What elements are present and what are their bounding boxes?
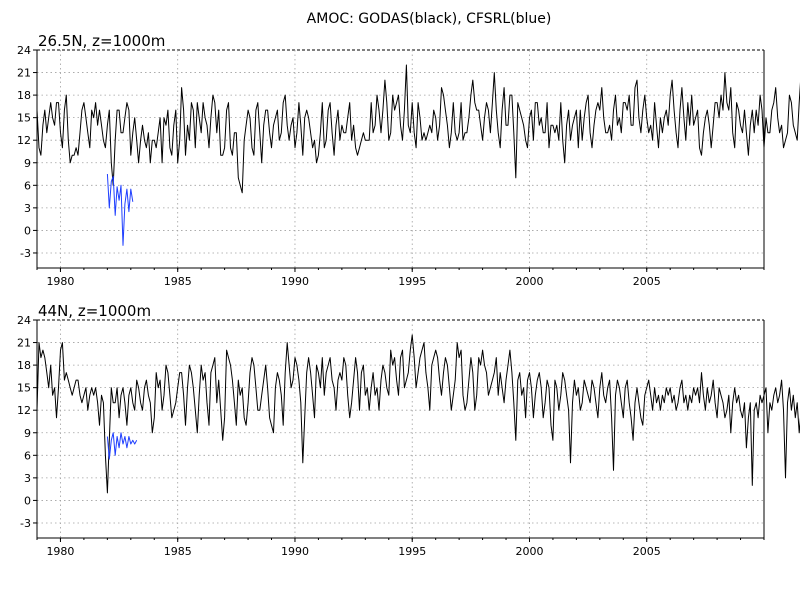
x-tick-label: 1985 bbox=[164, 275, 192, 288]
panel-label: 44N, z=1000m bbox=[38, 302, 151, 320]
y-tick-label: 3 bbox=[24, 472, 31, 485]
x-axis-ticks: 1980 1985 1990 1995 2000 2005 bbox=[36, 538, 765, 558]
data-series bbox=[36, 64, 800, 246]
plot-frame bbox=[36, 320, 765, 539]
y-tick-label: 15 bbox=[17, 382, 31, 395]
y-tick-label: 9 bbox=[24, 157, 31, 170]
series-line-cfsrl bbox=[106, 173, 134, 246]
y-tick-label: 12 bbox=[17, 134, 31, 147]
x-axis-ticks: 1980 1985 1990 1995 2000 2005 bbox=[36, 268, 765, 288]
x-tick-label: 2000 bbox=[515, 545, 543, 558]
gridlines bbox=[37, 319, 764, 538]
y-axis-ticks: -3 0 3 6 9 12 15 18 21 24 bbox=[17, 314, 37, 530]
panel-1: 26.5N, z=1000m -3 0 3 6 9 12 15 18 21 24 1980 1985… bbox=[17, 32, 800, 288]
x-tick-label: 1990 bbox=[281, 545, 309, 558]
data-series bbox=[36, 334, 800, 494]
y-tick-label: 21 bbox=[17, 337, 31, 350]
y-axis-ticks: -3 0 3 6 9 12 15 18 21 24 bbox=[17, 44, 37, 260]
y-tick-label: 18 bbox=[17, 89, 31, 102]
y-tick-label: 3 bbox=[24, 202, 31, 215]
y-tick-label: 9 bbox=[24, 427, 31, 440]
y-tick-label: 6 bbox=[24, 179, 31, 192]
y-tick-label: 18 bbox=[17, 359, 31, 372]
x-tick-label: 1980 bbox=[46, 545, 74, 558]
x-tick-label: 2000 bbox=[515, 275, 543, 288]
y-tick-label: 0 bbox=[24, 494, 31, 507]
x-tick-label: 1990 bbox=[281, 275, 309, 288]
x-tick-label: 1995 bbox=[398, 275, 426, 288]
y-tick-label: -3 bbox=[20, 517, 31, 530]
panel-label: 26.5N, z=1000m bbox=[38, 32, 165, 50]
x-tick-label: 2005 bbox=[633, 275, 661, 288]
series-line-godas bbox=[36, 64, 800, 194]
x-tick-label: 1980 bbox=[46, 275, 74, 288]
series-line-cfsrl bbox=[106, 432, 138, 460]
x-tick-label: 1985 bbox=[164, 545, 192, 558]
series-line-godas bbox=[36, 334, 800, 494]
y-tick-label: -3 bbox=[20, 247, 31, 260]
y-tick-label: 21 bbox=[17, 67, 31, 80]
y-tick-label: 0 bbox=[24, 224, 31, 237]
figure-title: AMOC: GODAS(black), CFSRL(blue) bbox=[307, 11, 552, 27]
x-tick-label: 1995 bbox=[398, 545, 426, 558]
y-tick-label: 12 bbox=[17, 404, 31, 417]
x-tick-label: 2005 bbox=[633, 545, 661, 558]
y-tick-label: 24 bbox=[17, 314, 31, 327]
plot-frame bbox=[36, 50, 765, 269]
gridlines bbox=[37, 49, 764, 268]
y-tick-label: 15 bbox=[17, 112, 31, 125]
y-tick-label: 24 bbox=[17, 44, 31, 57]
y-tick-label: 6 bbox=[24, 449, 31, 462]
